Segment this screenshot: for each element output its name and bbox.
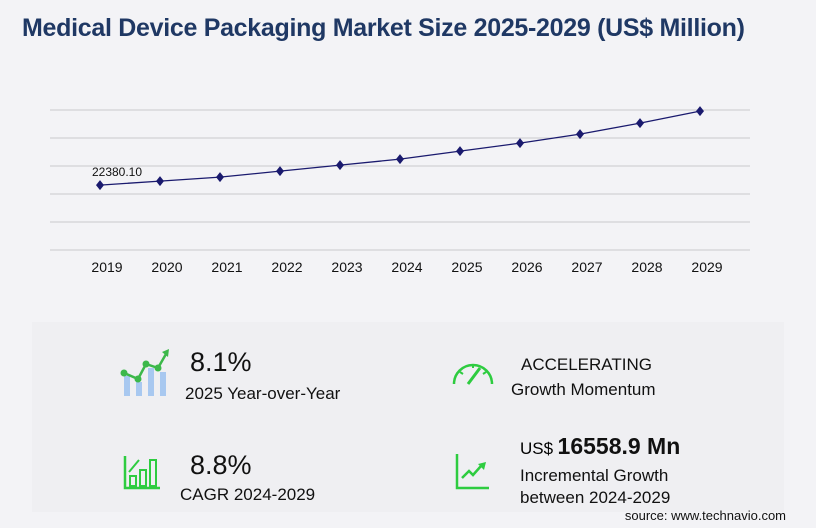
data-point	[96, 180, 104, 191]
series-line	[99, 110, 701, 186]
data-point	[576, 129, 584, 140]
x-tick-label: 2020	[151, 259, 182, 275]
data-point	[636, 118, 644, 129]
data-point	[156, 176, 164, 187]
kpi-cagr-value: 8.8%	[190, 450, 252, 480]
source-text: source: www.technavio.com	[624, 508, 786, 523]
kpi-yoy-label: 2025 Year-over-Year	[185, 384, 341, 403]
x-tick-label: 2028	[631, 259, 662, 275]
kpi-incremental-value: US$ 16558.9 Mn	[520, 433, 680, 460]
data-point	[396, 154, 404, 165]
bar-line-chart-icon	[120, 349, 169, 396]
kpi-incremental-label2: between 2024-2029	[520, 488, 671, 507]
data-point	[336, 160, 344, 171]
x-tick-label: 2029	[691, 259, 722, 275]
data-point	[276, 166, 284, 177]
bar-chart-up-icon	[123, 456, 160, 490]
data-point	[456, 146, 464, 157]
data-label: 22380.10	[92, 165, 142, 179]
currency-prefix: US$	[520, 439, 554, 458]
trend-up-icon	[455, 454, 489, 490]
x-tick-label: 2021	[211, 259, 242, 275]
x-tick-label: 2026	[511, 259, 542, 275]
kpi-cagr	[122, 454, 162, 495]
speedometer-icon	[452, 363, 494, 385]
kpi-momentum-value: ACCELERATING	[521, 355, 652, 374]
x-tick-label: 2024	[391, 259, 422, 275]
x-tick-label: 2022	[271, 259, 302, 275]
x-tick-label: 2019	[91, 259, 122, 275]
chart-title: Medical Device Packaging Market Size 202…	[22, 14, 745, 42]
incremental-value: 16558.9 Mn	[557, 433, 681, 459]
x-tick-label: 2023	[331, 259, 362, 275]
data-point	[216, 172, 224, 183]
data-point	[696, 106, 704, 117]
kpi-incremental-label: Incremental Growth	[520, 466, 669, 485]
kpi-yoy	[118, 348, 173, 403]
data-point	[516, 138, 524, 149]
line-chart: 2019 2020 2021 2022 2023 2024 2025 2026 2027 2028…	[50, 106, 750, 275]
kpi-panel	[32, 322, 784, 512]
x-tick-label: 2027	[571, 259, 602, 275]
kpi-yoy-value: 8.1%	[190, 347, 252, 377]
kpi-momentum-label: Growth Momentum	[511, 380, 656, 399]
kpi-momentum	[450, 358, 496, 393]
kpi-cagr-label: CAGR 2024-2029	[180, 485, 316, 504]
x-tick-label: 2025	[451, 259, 482, 275]
kpi-incremental	[455, 454, 491, 495]
